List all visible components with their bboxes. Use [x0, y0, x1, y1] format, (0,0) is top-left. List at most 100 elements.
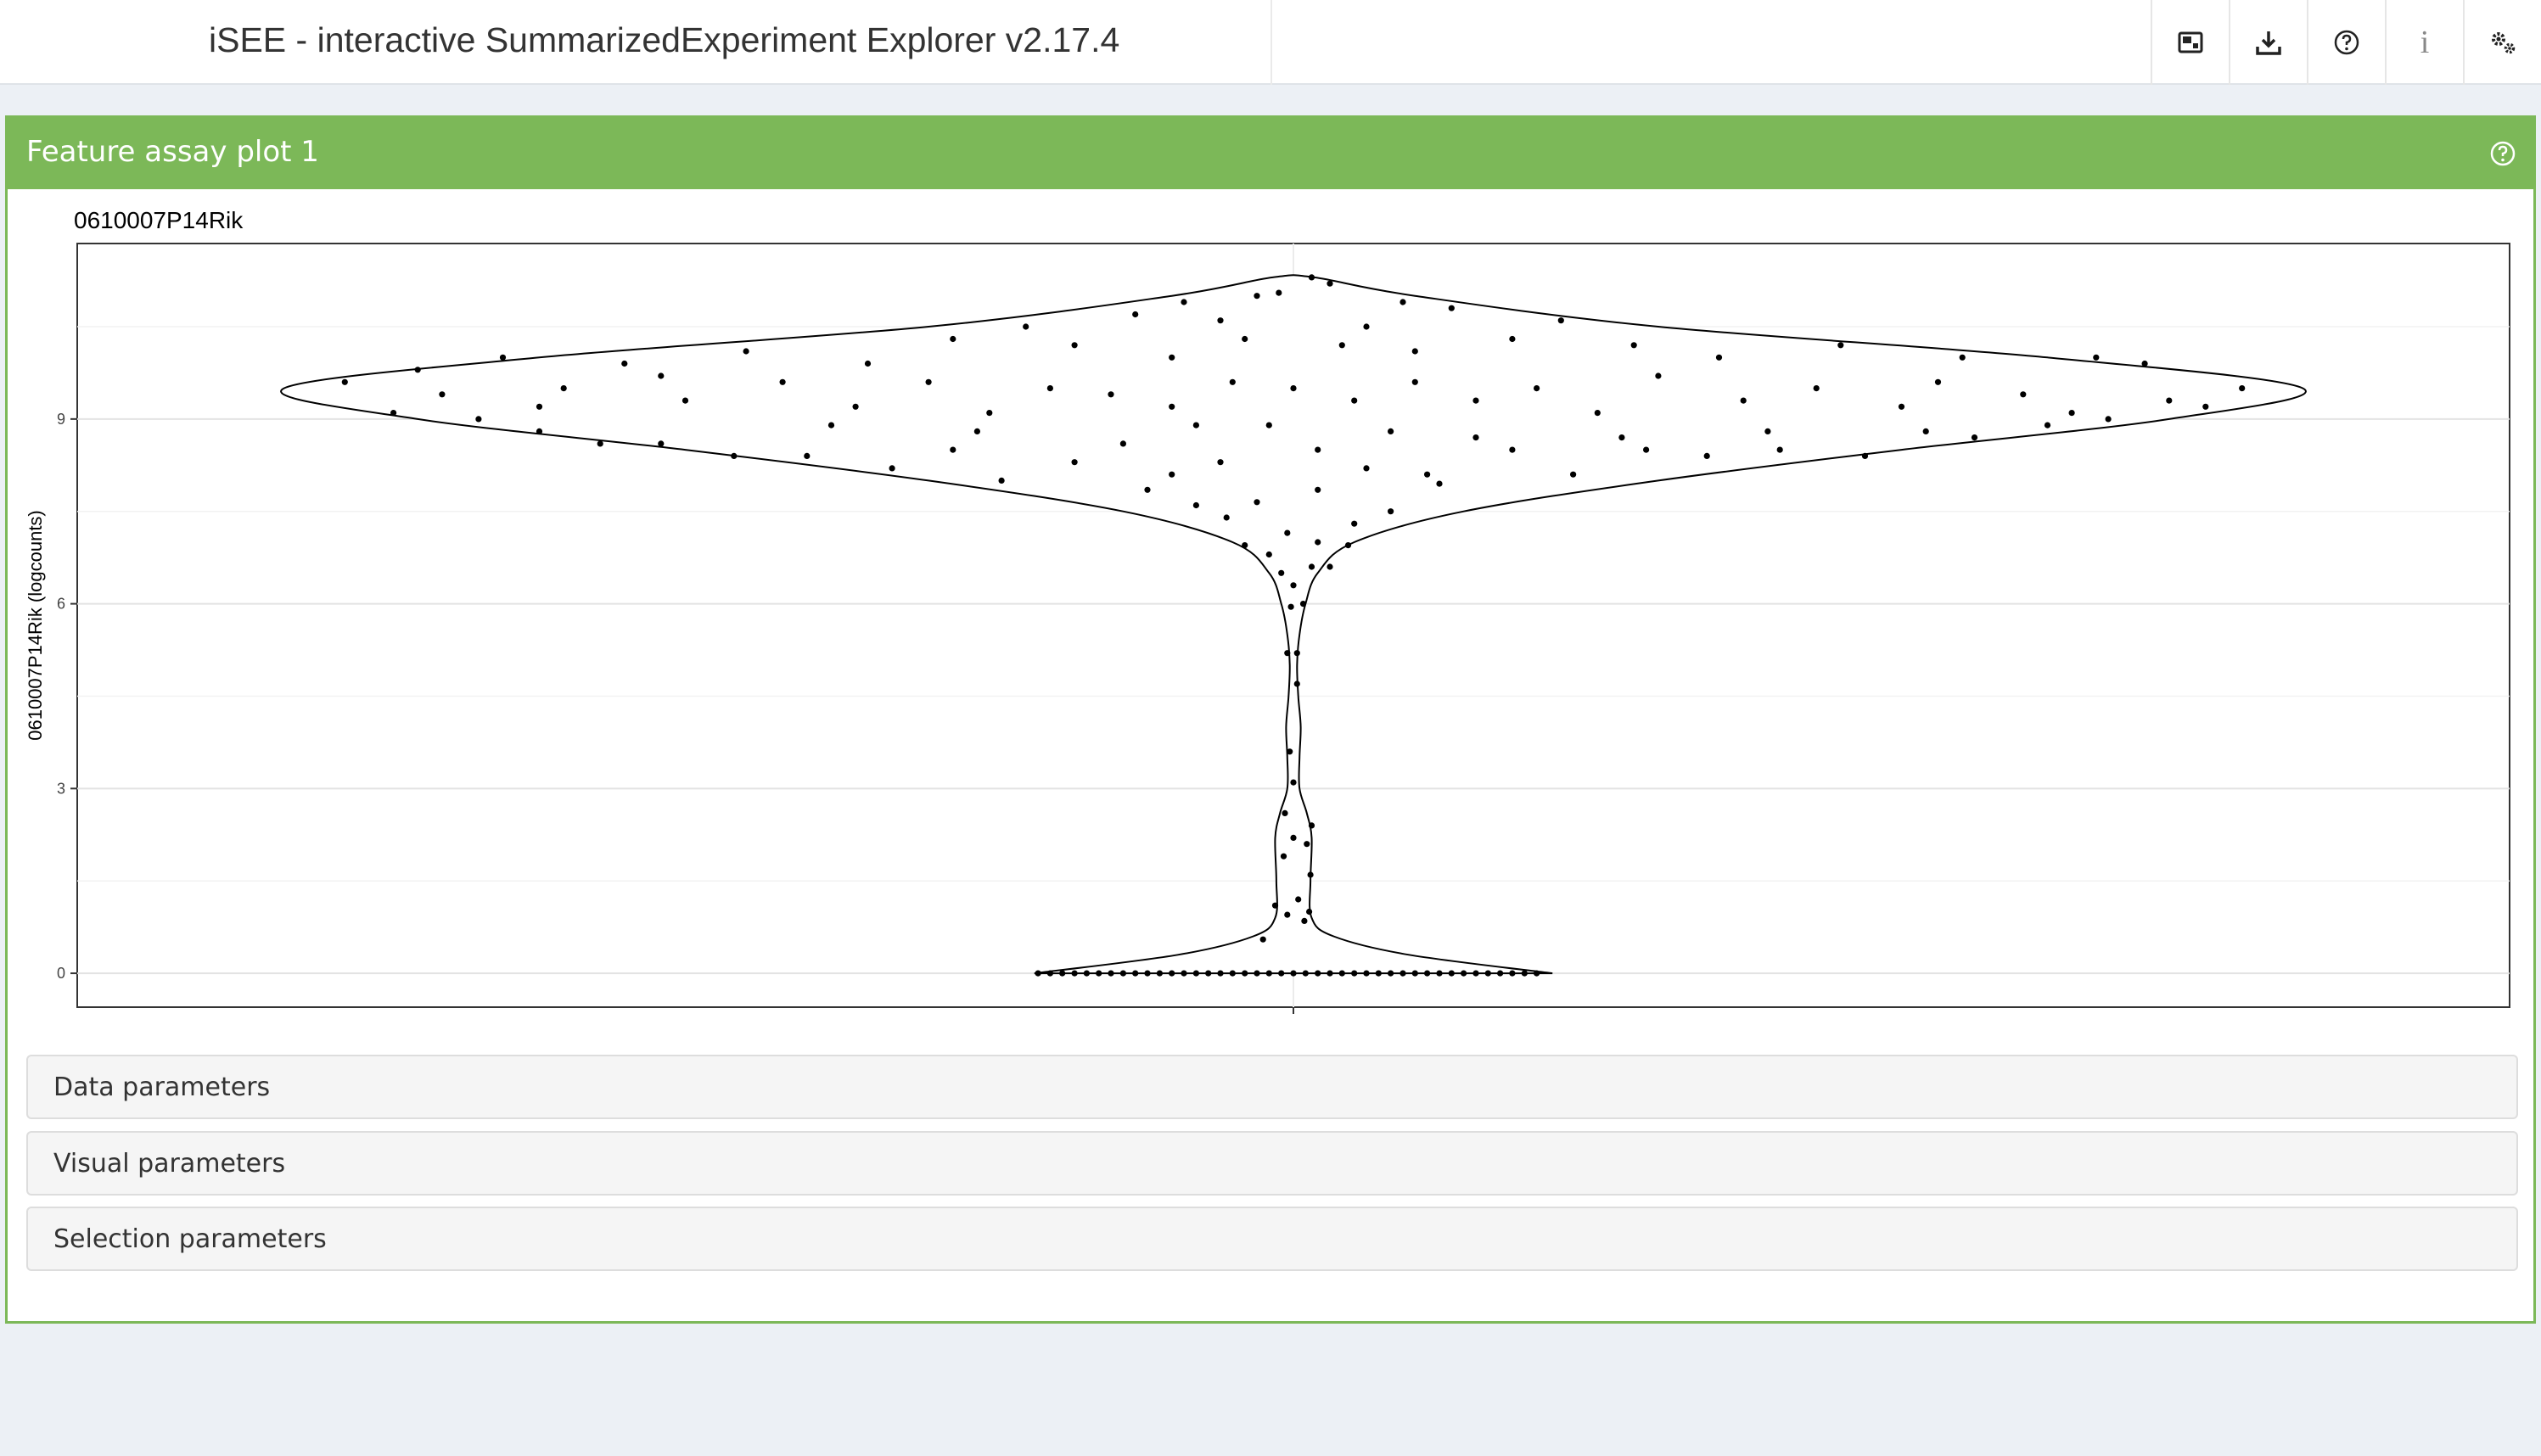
data-point: [731, 452, 738, 459]
data-point: [1217, 970, 1224, 977]
data-point: [1287, 748, 1293, 755]
data-point: [1290, 834, 1297, 842]
data-point: [1898, 403, 1905, 410]
data-point: [1922, 428, 1929, 434]
data-point: [2166, 397, 2173, 404]
data-point: [1169, 403, 1175, 410]
visual-parameters-section[interactable]: Visual parameters: [26, 1131, 2518, 1196]
info-button[interactable]: i: [2385, 0, 2463, 85]
download-button[interactable]: [2229, 0, 2307, 85]
data-point: [1971, 434, 1978, 441]
data-points: [341, 274, 2246, 977]
data-point: [1265, 551, 1272, 558]
data-parameters-section[interactable]: Data parameters: [26, 1055, 2518, 1119]
data-point: [1308, 563, 1315, 570]
data-point: [1307, 871, 1314, 878]
data-point: [1035, 970, 1041, 977]
data-point: [1315, 486, 1321, 493]
data-point: [1156, 970, 1163, 977]
data-point: [1521, 970, 1528, 977]
data-point: [1594, 410, 1601, 417]
data-point: [1375, 970, 1382, 977]
data-point: [1181, 299, 1187, 305]
y-tick-label: 0: [57, 965, 65, 982]
data-point: [1290, 385, 1297, 392]
data-point: [1108, 970, 1114, 977]
data-point: [1837, 342, 1844, 349]
selection-parameters-section[interactable]: Selection parameters: [26, 1207, 2518, 1271]
data-point: [1144, 486, 1151, 493]
data-point: [560, 385, 567, 392]
y-axis-ticks: 0 3 6 9: [57, 411, 77, 982]
data-point: [1046, 385, 1053, 392]
data-point: [621, 360, 628, 367]
data-point: [597, 440, 603, 447]
data-point: [1308, 274, 1315, 281]
data-point: [1108, 391, 1114, 398]
data-point: [1265, 970, 1272, 977]
data-point: [1400, 970, 1406, 977]
data-point: [1229, 378, 1236, 385]
data-point: [1293, 650, 1300, 657]
data-point: [950, 335, 956, 343]
data-point: [1132, 311, 1139, 318]
data-point: [1411, 378, 1418, 385]
data-point: [475, 416, 482, 423]
data-point: [1472, 397, 1479, 404]
data-point: [2068, 410, 2075, 417]
data-point: [1534, 385, 1540, 392]
data-point: [1254, 499, 1260, 506]
data-point: [1363, 970, 1370, 977]
settings-button[interactable]: [2463, 0, 2541, 85]
data-point: [1351, 397, 1358, 404]
data-point: [1071, 970, 1078, 977]
y-tick-label: 9: [57, 411, 65, 428]
selection-parameters-label: Selection parameters: [53, 1224, 327, 1254]
data-point: [1557, 317, 1564, 324]
y-axis-label: 0610007P14Rik (logcounts): [25, 510, 46, 741]
data-point: [1327, 563, 1333, 570]
data-point: [499, 354, 507, 361]
feature-assay-plot-panel: Feature assay plot 1 0610007P14Rik 0 3 6 9 …: [5, 115, 2536, 1324]
data-point: [2020, 391, 2027, 398]
app-title: iSEE - interactive SummarizedExperiment …: [209, 20, 1120, 59]
app-header: iSEE - interactive SummarizedExperiment …: [0, 0, 2541, 85]
data-point: [1461, 970, 1467, 977]
help-button[interactable]: [2307, 0, 2385, 85]
data-point: [1059, 970, 1066, 977]
data-point: [1169, 970, 1175, 977]
data-point: [439, 391, 446, 398]
plot-area[interactable]: 0610007P14Rik 0 3 6 9 0610007P14Rik (logcou…: [8, 189, 2533, 1038]
data-point: [1242, 542, 1248, 549]
panel-header: Feature assay plot 1: [8, 118, 2533, 189]
data-point: [1308, 822, 1315, 829]
data-point: [1655, 372, 1662, 379]
data-parameters-label: Data parameters: [53, 1072, 271, 1102]
violin-plot[interactable]: 0610007P14Rik 0 3 6 9 0610007P14Rik (logcou…: [8, 189, 2533, 1038]
data-point: [1096, 970, 1102, 977]
data-point: [1192, 501, 1199, 509]
data-point: [1071, 342, 1078, 349]
data-point: [658, 372, 665, 379]
data-point: [1290, 779, 1297, 786]
data-point: [2105, 416, 2112, 423]
data-point: [950, 446, 956, 453]
organize-panels-button[interactable]: [2151, 0, 2229, 85]
data-point: [1315, 539, 1321, 546]
data-point: [1327, 280, 1333, 287]
data-point: [1299, 601, 1307, 608]
data-point: [1217, 317, 1224, 324]
data-point: [1295, 896, 1302, 903]
data-point: [341, 378, 348, 385]
data-point: [1344, 542, 1352, 549]
data-point: [1388, 508, 1394, 515]
data-point: [827, 422, 835, 428]
data-point: [1282, 809, 1288, 817]
data-point: [743, 348, 749, 355]
data-point: [1315, 970, 1321, 977]
data-point: [1400, 299, 1406, 305]
data-point: [1436, 480, 1443, 487]
data-point: [1436, 970, 1443, 977]
data-point: [1424, 970, 1431, 977]
panel-help-icon[interactable]: [2488, 138, 2518, 169]
